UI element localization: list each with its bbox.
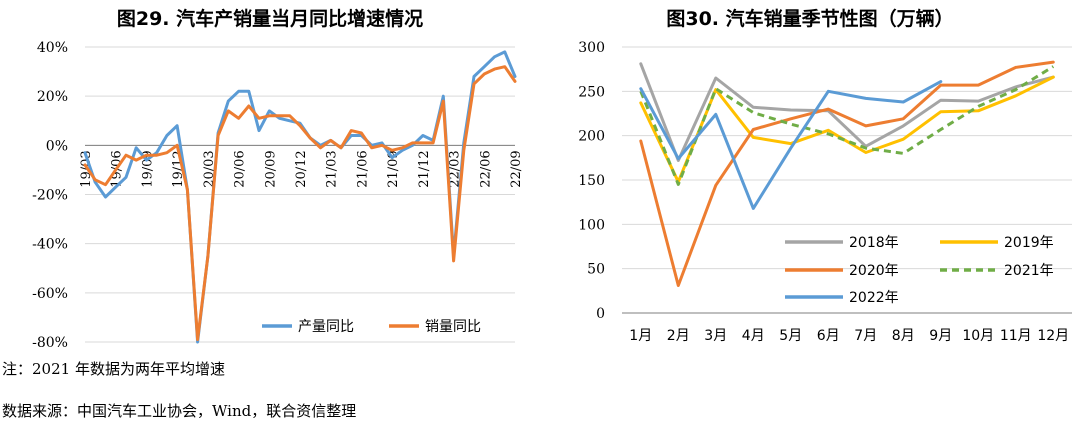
x-tick-label: 1月 (629, 328, 652, 344)
x-tick-label: 7月 (854, 328, 877, 344)
x-tick-label: 21/09 (386, 150, 401, 187)
x-tick-label: 3月 (704, 328, 727, 344)
chart-panel-yoy: 图29. 汽车产销量当月同比增速情况 40% 20% 0% -20% -40% -60% -… (0, 0, 540, 350)
chart-title: 图30. 汽车销量季节性图（万辆） (666, 8, 954, 30)
series-line-2018年 (639, 62, 1055, 162)
y-tick-label: 0% (46, 138, 68, 154)
y-tick-label: -40% (32, 237, 68, 253)
x-tick-label: 20/12 (294, 150, 309, 187)
y-tick-label: 100 (578, 217, 605, 233)
y-tick-label: 150 (578, 173, 605, 189)
y-tick-label: 200 (578, 129, 605, 145)
x-tick-label: 21/06 (355, 150, 370, 187)
x-tick-label: 12月 (1037, 328, 1069, 344)
x-tick-label: 21/03 (325, 150, 340, 187)
source-note: 数据来源：中国汽车工业协会，Wind，联合资信整理 (2, 402, 357, 420)
chart-panel-seasonal: 图30. 汽车销量季节性图（万辆） 300 250 200 150 100 50 0 1月 2月… (540, 0, 1080, 350)
series-line-2020年 (639, 60, 1055, 287)
footnote: 注：2021 年数据为两年平均增速 (2, 360, 225, 378)
series-line-sales (83, 65, 517, 341)
x-tick-label: 6月 (817, 328, 840, 344)
y-tick-label: 0 (596, 306, 605, 322)
y-tick-label: 20% (37, 89, 68, 105)
x-tick-label: 22/03 (448, 150, 463, 187)
series-line-production (83, 50, 517, 344)
x-tick-label: 20/09 (263, 150, 278, 187)
legend-label: 产量同比 (298, 319, 354, 335)
x-tick-label: 8月 (892, 328, 915, 344)
x-tick-label: 20/06 (233, 150, 248, 187)
legend-label: 2021年 (1004, 263, 1054, 279)
legend-label: 2022年 (849, 290, 899, 306)
y-tick-label: 40% (37, 40, 68, 56)
x-tick-label: 21/12 (417, 150, 432, 187)
y-tick-label: -80% (32, 335, 68, 350)
legend-label: 2019年 (1004, 235, 1054, 251)
x-tick-label: 11月 (1000, 328, 1032, 344)
series-line-2022年 (639, 80, 943, 210)
y-tick-label: -20% (32, 188, 68, 204)
x-tick-label: 22/09 (509, 150, 524, 187)
x-tick-label: 9月 (929, 328, 952, 344)
legend-label: 2018年 (849, 235, 899, 251)
x-tick-label: 10月 (962, 328, 994, 344)
x-tick-label: 22/06 (478, 150, 493, 187)
x-tick-label: 2月 (667, 328, 690, 344)
chart-title: 图29. 汽车产销量当月同比增速情况 (116, 8, 424, 30)
y-tick-label: 250 (578, 84, 605, 100)
yoy-line-chart: 40%20%0%-20%-40%-60%-80%19/03 19/06 19/09 1… (32, 40, 524, 350)
seasonal-line-chart: 300 250 200 150 100 50 0 1月 2月 3月 4月 5月 6月 7月 8月 9月 10月 1… (578, 40, 1072, 344)
y-tick-label: 300 (578, 40, 605, 56)
x-tick-label: 5月 (779, 328, 802, 344)
legend-label: 2020年 (849, 263, 899, 279)
legend-label: 销量同比 (425, 319, 481, 335)
y-tick-label: 50 (587, 262, 605, 278)
series-line-2021年 (639, 65, 1055, 186)
y-tick-label: -60% (32, 286, 68, 302)
x-tick-label: 4月 (742, 328, 765, 344)
